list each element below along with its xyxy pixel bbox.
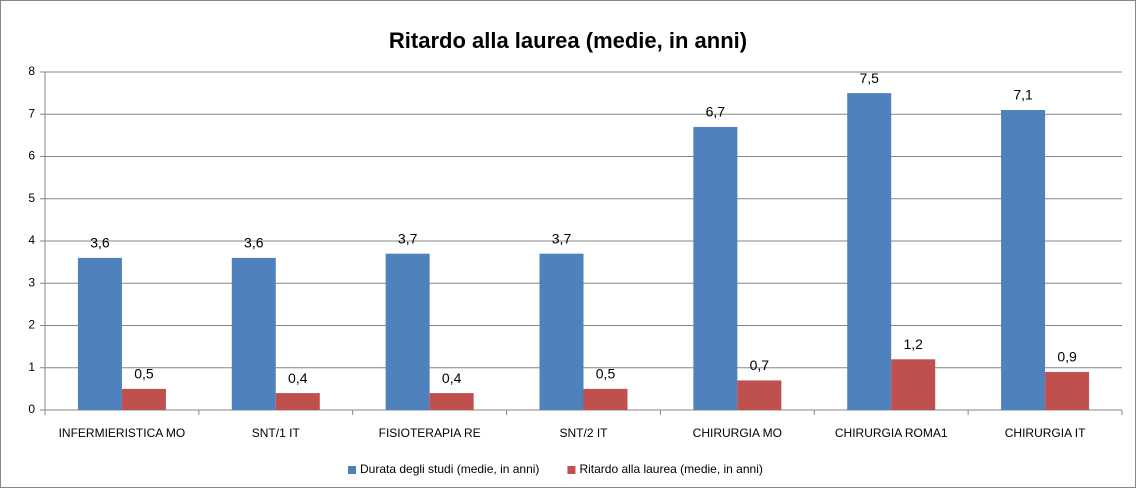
legend-swatch: [567, 466, 576, 474]
x-tick-label: INFERMIERISTICA MO: [59, 426, 186, 440]
y-tick-label: 8: [28, 64, 35, 78]
value-label: 0,5: [596, 366, 616, 382]
chart-title: Ritardo alla laurea (medie, in anni): [389, 28, 747, 53]
value-label: 6,7: [706, 104, 726, 120]
y-tick-label: 0: [28, 402, 35, 416]
legend-swatch: [348, 466, 356, 474]
y-tick-label: 3: [28, 275, 35, 289]
value-label: 3,6: [90, 235, 110, 251]
y-tick-label: 6: [28, 149, 35, 163]
value-label: 3,6: [244, 235, 264, 251]
y-tick-label: 7: [28, 106, 35, 120]
value-label: 0,4: [442, 370, 462, 386]
value-label: 0,9: [1057, 349, 1077, 365]
x-tick-label: CHIRURGIA IT: [1005, 426, 1086, 440]
bar: [583, 388, 628, 410]
legend-label: Durata degli studi (medie, in anni): [360, 462, 539, 476]
bar: [231, 257, 276, 410]
x-tick-label: SNT/2 IT: [559, 426, 608, 440]
y-tick-label: 2: [28, 318, 35, 332]
value-label: 0,4: [288, 370, 308, 386]
y-tick-label: 1: [28, 360, 35, 374]
value-label: 3,7: [552, 230, 572, 246]
bar: [847, 93, 892, 410]
value-label: 0,5: [134, 366, 154, 382]
value-label: 0,7: [750, 357, 770, 373]
x-tick-label: SNT/1 IT: [252, 426, 301, 440]
bar: [737, 380, 782, 410]
bar: [385, 253, 430, 410]
y-tick-label: 4: [28, 233, 35, 247]
x-tick-label: FISIOTERAPIA RE: [379, 426, 481, 440]
value-label: 3,7: [398, 230, 418, 246]
bar: [693, 126, 738, 411]
bar: [275, 393, 320, 410]
bar: [121, 388, 166, 410]
bar: [429, 393, 474, 410]
value-label: 7,5: [859, 70, 879, 86]
bar: [1045, 371, 1090, 410]
x-tick-label: CHIRURGIA ROMA1: [835, 426, 948, 440]
value-label: 1,2: [903, 336, 923, 352]
legend-label: Ritardo alla laurea (medie, in anni): [579, 462, 762, 476]
y-tick-label: 5: [28, 191, 35, 205]
bar: [77, 257, 122, 410]
value-label: 7,1: [1013, 87, 1033, 103]
bar: [891, 359, 936, 410]
bar: [1001, 110, 1046, 411]
bar: [539, 253, 584, 410]
x-tick-label: CHIRURGIA MO: [693, 426, 782, 440]
